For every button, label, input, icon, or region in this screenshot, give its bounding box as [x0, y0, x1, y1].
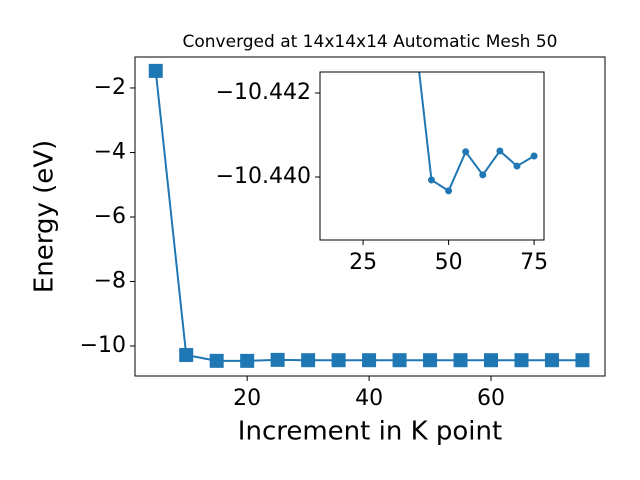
- series-group: [418, 72, 538, 195]
- y-axis-label: Energy (eV): [30, 140, 60, 293]
- marker: [484, 353, 499, 368]
- marker: [462, 148, 470, 156]
- marker: [479, 171, 487, 179]
- y-tick-label: −10.440: [216, 164, 311, 189]
- y-tick-label: −10: [80, 333, 126, 358]
- series-group: [148, 63, 590, 368]
- x-tick-label: 40: [355, 386, 383, 411]
- marker: [514, 353, 529, 368]
- y-tick-label: −2: [94, 75, 126, 100]
- marker: [240, 353, 255, 368]
- marker: [331, 353, 346, 368]
- marker: [270, 352, 285, 367]
- marker: [179, 348, 194, 363]
- marker: [445, 187, 453, 195]
- y-tick-label: −8: [94, 268, 126, 293]
- y-tick-label: −10.442: [216, 80, 311, 105]
- x-tick-label: 25: [349, 250, 377, 275]
- marker: [427, 176, 435, 184]
- axes-frame: [319, 71, 545, 241]
- marker: [423, 353, 438, 368]
- axes-frame: [134, 56, 606, 377]
- marker: [209, 353, 224, 368]
- marker: [392, 353, 407, 368]
- marker: [496, 147, 504, 155]
- marker: [575, 353, 590, 368]
- marker: [453, 353, 468, 368]
- marker: [362, 353, 377, 368]
- x-tick-label: 50: [435, 250, 463, 275]
- chart-title: Converged at 14x14x14 Automatic Mesh 50: [183, 32, 558, 52]
- marker: [544, 353, 559, 368]
- plot-area: [320, 72, 544, 240]
- marker: [301, 353, 316, 368]
- y-tick-label: −6: [94, 204, 126, 229]
- marker: [148, 63, 163, 78]
- x-tick-label: 20: [233, 386, 261, 411]
- y-tick-label: −4: [94, 139, 126, 164]
- x-tick-label: 60: [477, 386, 505, 411]
- x-axis-label: Increment in K point: [238, 417, 502, 447]
- marker: [513, 162, 521, 170]
- x-tick-label: 75: [520, 250, 548, 275]
- marker: [530, 152, 538, 160]
